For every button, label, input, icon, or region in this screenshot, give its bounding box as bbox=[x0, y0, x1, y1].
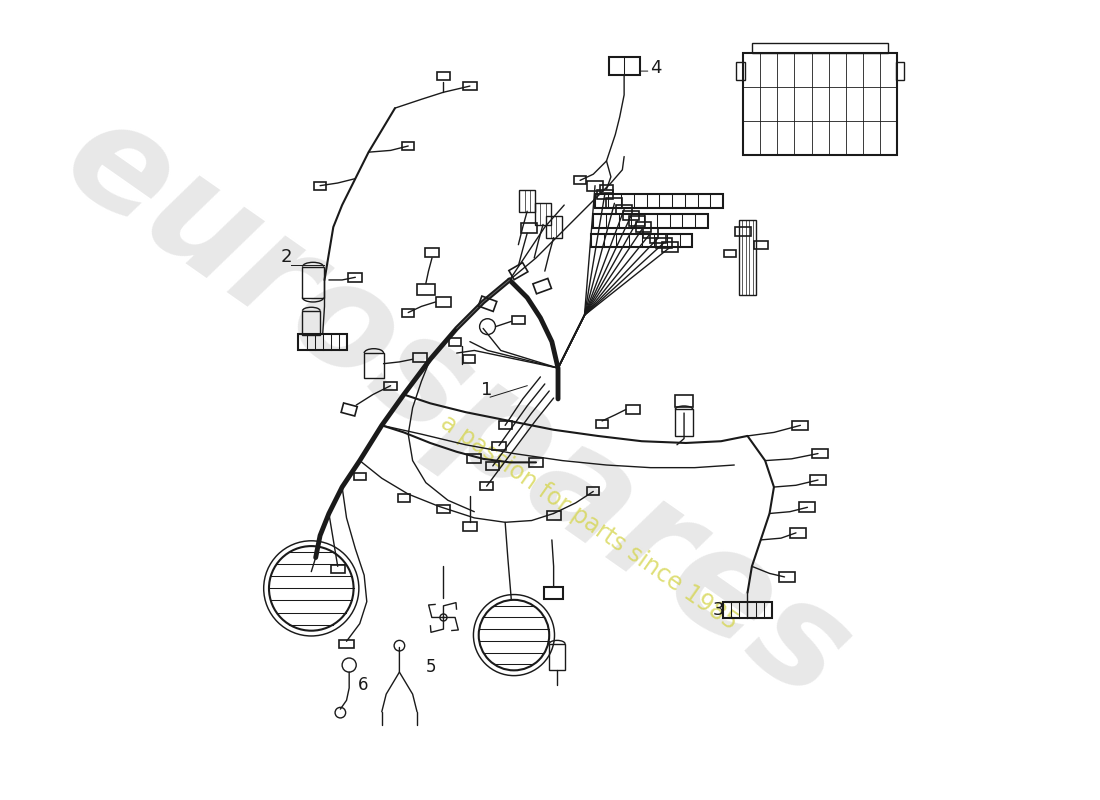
Text: 2: 2 bbox=[280, 248, 292, 266]
Bar bbox=[364, 353, 384, 378]
Bar bbox=[549, 644, 565, 670]
Bar bbox=[895, 62, 904, 80]
Text: eurospares: eurospares bbox=[39, 86, 874, 730]
Bar bbox=[302, 266, 323, 298]
Text: 3: 3 bbox=[712, 601, 724, 619]
Bar bbox=[752, 43, 889, 54]
Text: a passion for parts since 1985: a passion for parts since 1985 bbox=[436, 410, 742, 634]
Bar bbox=[302, 310, 320, 335]
Bar bbox=[736, 62, 745, 80]
Text: 1: 1 bbox=[482, 381, 493, 398]
Bar bbox=[744, 54, 898, 155]
Bar bbox=[675, 410, 693, 436]
Text: 4: 4 bbox=[650, 59, 662, 77]
Text: 6: 6 bbox=[358, 676, 368, 694]
Text: 5: 5 bbox=[426, 658, 437, 676]
